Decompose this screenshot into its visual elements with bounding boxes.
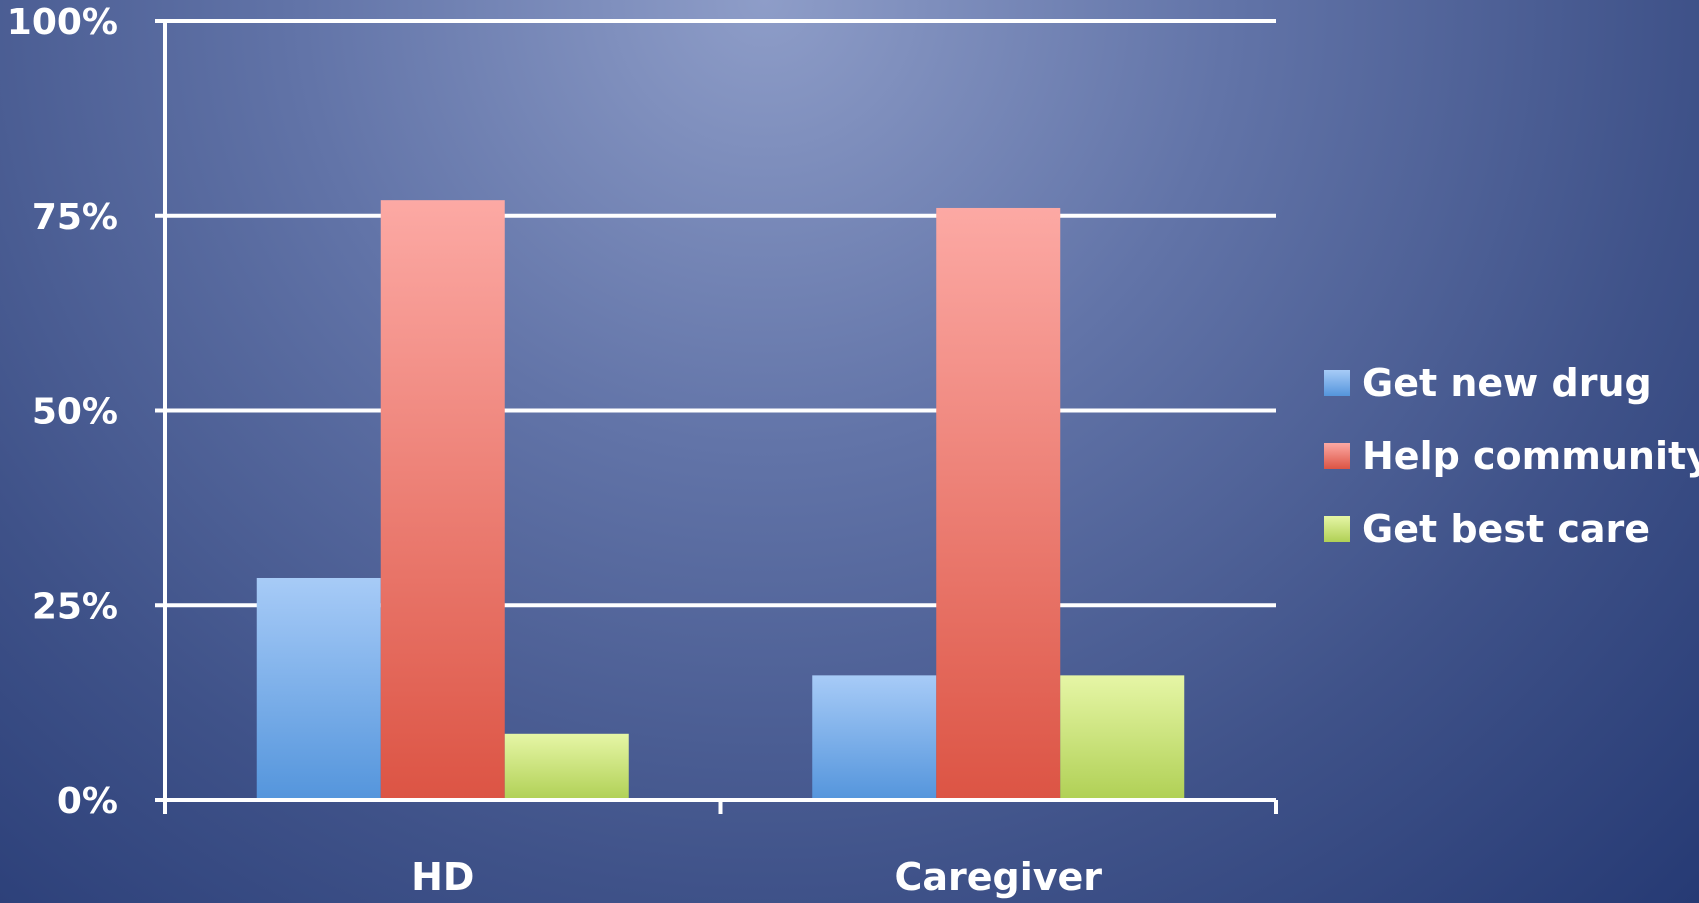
y-tick-label: 25% bbox=[32, 586, 118, 627]
gridlines bbox=[165, 19, 1276, 608]
y-tick-label: 50% bbox=[32, 392, 118, 433]
x-tick-label: HD bbox=[411, 855, 474, 899]
legend: Get new drug Help community Get best care bbox=[1324, 361, 1699, 551]
x-tick-label: Caregiver bbox=[894, 855, 1102, 899]
axes bbox=[155, 19, 1278, 814]
y-tick-label: 0% bbox=[57, 781, 118, 822]
legend-label: Help community bbox=[1362, 434, 1699, 478]
bar-blue bbox=[256, 577, 381, 800]
bar-green bbox=[504, 733, 629, 800]
legend-label: Get new drug bbox=[1362, 361, 1652, 405]
bars bbox=[256, 200, 1185, 801]
bar-red bbox=[936, 207, 1061, 800]
bar-blue bbox=[812, 675, 937, 800]
bar-green bbox=[1060, 675, 1185, 800]
legend-swatch-green bbox=[1324, 516, 1350, 542]
legend-swatch-blue bbox=[1324, 370, 1350, 396]
legend-swatch-red bbox=[1324, 443, 1350, 469]
bar-red bbox=[380, 200, 505, 801]
axis-labels: 0% 25% 50% 75% 100% HD Caregiver bbox=[7, 2, 1103, 899]
y-tick-label: 100% bbox=[7, 2, 118, 43]
legend-label: Get best care bbox=[1362, 507, 1650, 551]
y-tick-label: 75% bbox=[32, 197, 118, 238]
